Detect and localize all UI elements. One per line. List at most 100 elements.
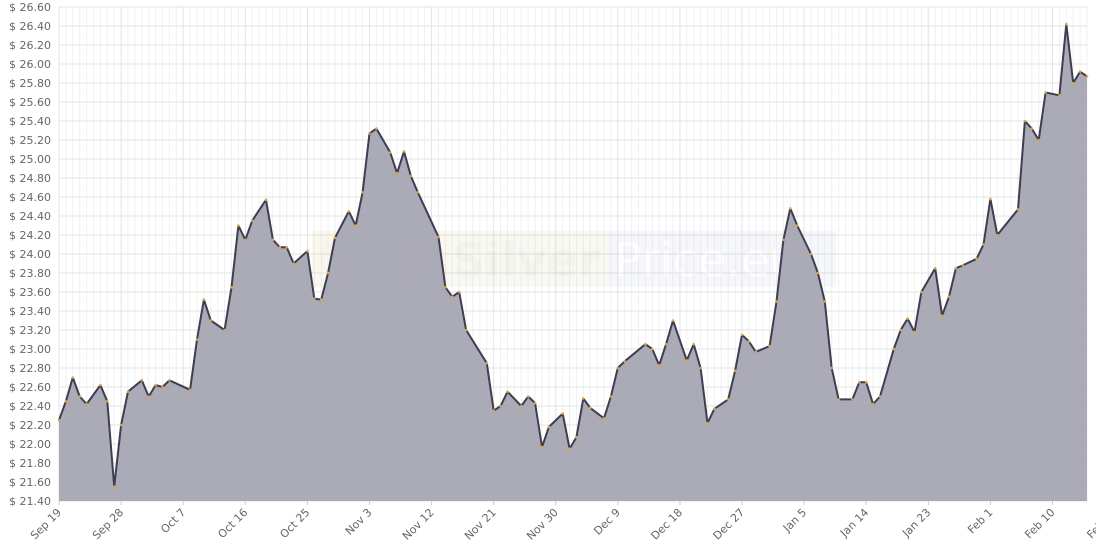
data-point bbox=[140, 379, 144, 382]
data-point bbox=[499, 404, 502, 408]
data-point bbox=[368, 132, 371, 135]
data-point bbox=[161, 385, 164, 389]
data-point bbox=[409, 174, 413, 178]
data-point bbox=[250, 219, 254, 222]
data-point bbox=[451, 295, 454, 299]
data-point bbox=[99, 383, 102, 387]
data-point bbox=[664, 342, 668, 346]
data-point bbox=[616, 366, 620, 370]
data-point bbox=[244, 238, 247, 242]
y-tick-label: $ 23.60 bbox=[9, 286, 51, 299]
y-tick-label: $ 24.60 bbox=[9, 191, 51, 204]
data-point bbox=[768, 344, 771, 348]
data-point bbox=[899, 328, 902, 332]
data-point bbox=[692, 342, 695, 346]
data-point bbox=[1071, 81, 1075, 85]
data-point bbox=[775, 300, 778, 303]
x-tick-label: Oct 25 bbox=[277, 506, 312, 541]
data-point bbox=[920, 290, 923, 294]
data-point bbox=[789, 207, 792, 210]
data-point bbox=[878, 395, 882, 398]
y-tick-label: $ 21.80 bbox=[9, 457, 51, 470]
data-point bbox=[223, 328, 226, 332]
x-tick-label: Nov 12 bbox=[400, 506, 437, 543]
data-point bbox=[561, 412, 564, 415]
y-tick-label: $ 23.40 bbox=[9, 305, 51, 318]
data-point bbox=[188, 388, 192, 392]
data-point bbox=[582, 397, 585, 400]
data-point bbox=[809, 252, 813, 256]
data-point bbox=[106, 400, 109, 403]
data-point bbox=[906, 317, 909, 320]
data-point bbox=[285, 246, 289, 249]
data-point bbox=[706, 421, 709, 425]
data-point bbox=[830, 366, 833, 370]
y-tick-label: $ 25.20 bbox=[9, 134, 51, 147]
series-area bbox=[59, 24, 1087, 501]
data-point bbox=[609, 395, 613, 398]
data-point bbox=[154, 383, 157, 387]
data-point bbox=[347, 210, 351, 213]
x-tick-label: Sep 19 bbox=[28, 506, 64, 542]
data-point bbox=[913, 330, 916, 334]
data-point bbox=[933, 266, 937, 270]
data-point bbox=[568, 447, 571, 451]
data-point bbox=[657, 363, 661, 367]
data-point bbox=[313, 297, 316, 300]
x-tick-label: Feb 1 bbox=[965, 506, 995, 536]
x-tick-label: Dec 9 bbox=[591, 506, 623, 538]
data-point bbox=[644, 342, 647, 346]
y-tick-label: $ 22.60 bbox=[9, 381, 51, 394]
y-tick-label: $ 26.20 bbox=[9, 39, 51, 52]
x-tick-label: Dec 27 bbox=[711, 506, 748, 543]
data-point bbox=[126, 390, 130, 394]
x-tick-label: Feb 10 bbox=[1022, 506, 1057, 541]
x-tick-label: Jan 14 bbox=[837, 506, 871, 540]
data-point bbox=[506, 390, 509, 394]
data-point bbox=[457, 290, 461, 294]
data-point bbox=[947, 295, 951, 299]
y-tick-label: $ 25.40 bbox=[9, 115, 51, 128]
data-point bbox=[747, 340, 751, 343]
data-point bbox=[1030, 127, 1034, 130]
data-point bbox=[782, 238, 785, 242]
data-point bbox=[575, 436, 578, 439]
data-point bbox=[996, 233, 999, 237]
data-point bbox=[57, 418, 61, 422]
data-point bbox=[1085, 75, 1089, 78]
data-point bbox=[361, 191, 364, 194]
data-point bbox=[416, 191, 420, 194]
x-tick-label: Dec 18 bbox=[648, 506, 685, 543]
data-point bbox=[485, 361, 489, 365]
data-point bbox=[230, 286, 233, 289]
data-point bbox=[713, 407, 716, 411]
data-point bbox=[492, 409, 496, 413]
data-point bbox=[520, 404, 523, 408]
data-point bbox=[989, 197, 992, 201]
x-tick-label: Feb 19 bbox=[1084, 506, 1096, 541]
data-point bbox=[975, 257, 978, 261]
x-tick-label: Nov 21 bbox=[462, 506, 499, 543]
data-point bbox=[354, 224, 358, 227]
x-tick-label: Nov 3 bbox=[343, 506, 375, 538]
data-point bbox=[1044, 91, 1047, 94]
data-point bbox=[278, 246, 282, 249]
data-point bbox=[961, 264, 965, 267]
data-point bbox=[292, 262, 295, 265]
data-point bbox=[940, 314, 944, 318]
data-point bbox=[1023, 119, 1027, 123]
y-tick-label: $ 23.20 bbox=[9, 324, 51, 337]
x-tick-label: Jan 5 bbox=[780, 506, 809, 535]
data-point bbox=[526, 395, 530, 398]
data-point bbox=[168, 379, 171, 382]
data-point bbox=[699, 366, 702, 370]
y-tick-label: $ 23.80 bbox=[9, 267, 51, 280]
y-tick-label: $ 21.60 bbox=[9, 476, 51, 489]
y-tick-label: $ 26.00 bbox=[9, 58, 51, 71]
data-point bbox=[651, 347, 654, 351]
data-point bbox=[1078, 70, 1082, 73]
y-tick-label: $ 25.80 bbox=[9, 77, 51, 90]
data-point bbox=[837, 398, 840, 401]
series-layer bbox=[57, 22, 1089, 501]
y-tick-label: $ 23.00 bbox=[9, 343, 51, 356]
